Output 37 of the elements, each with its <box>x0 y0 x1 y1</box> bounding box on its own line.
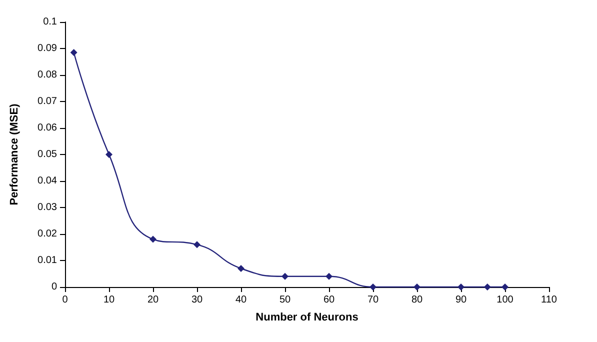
point <box>458 284 464 290</box>
point <box>370 284 376 290</box>
x-tick-label: 20 <box>147 294 159 306</box>
x-tick-label: 110 <box>541 294 558 306</box>
y-tick-label: 0.03 <box>38 202 58 213</box>
point <box>326 272 332 280</box>
x-axis-title: Number of Neurons <box>256 312 358 324</box>
y-tick-label: 0.05 <box>38 149 58 160</box>
y-axis-title: Performance (MSE) <box>8 103 20 206</box>
y-tick-label: 0.07 <box>38 96 58 107</box>
x-tick-label: 10 <box>103 294 115 306</box>
point <box>484 284 491 290</box>
point <box>414 284 420 290</box>
x-tick-label: 30 <box>191 294 203 306</box>
x-tick-label: 0 <box>62 294 68 306</box>
x-tick-label: 80 <box>411 294 423 306</box>
y-tick-label: 0.04 <box>38 176 58 186</box>
x-tick-label: 50 <box>279 294 291 306</box>
y-tick-label: 0.02 <box>38 228 58 240</box>
y-tick-label: 0.01 <box>38 255 58 266</box>
x-tick-label: 70 <box>367 294 379 306</box>
y-tick-label: 0.06 <box>38 122 58 134</box>
y-tick-label: 0.08 <box>38 70 58 80</box>
point <box>70 48 78 56</box>
x-tick-label: 100 <box>496 294 514 306</box>
point <box>106 151 112 158</box>
y-tick-label: 0.09 <box>38 43 58 54</box>
point <box>238 264 244 272</box>
y-tick-label: 0.1 <box>43 16 58 28</box>
y-tick-label: 0 <box>51 282 58 292</box>
point <box>150 236 156 243</box>
point <box>282 272 288 280</box>
point <box>194 241 200 248</box>
x-tick-label: 60 <box>323 294 335 306</box>
x-tick-label: 90 <box>455 294 467 306</box>
point <box>502 284 508 290</box>
x-tick-label: 40 <box>235 294 247 306</box>
